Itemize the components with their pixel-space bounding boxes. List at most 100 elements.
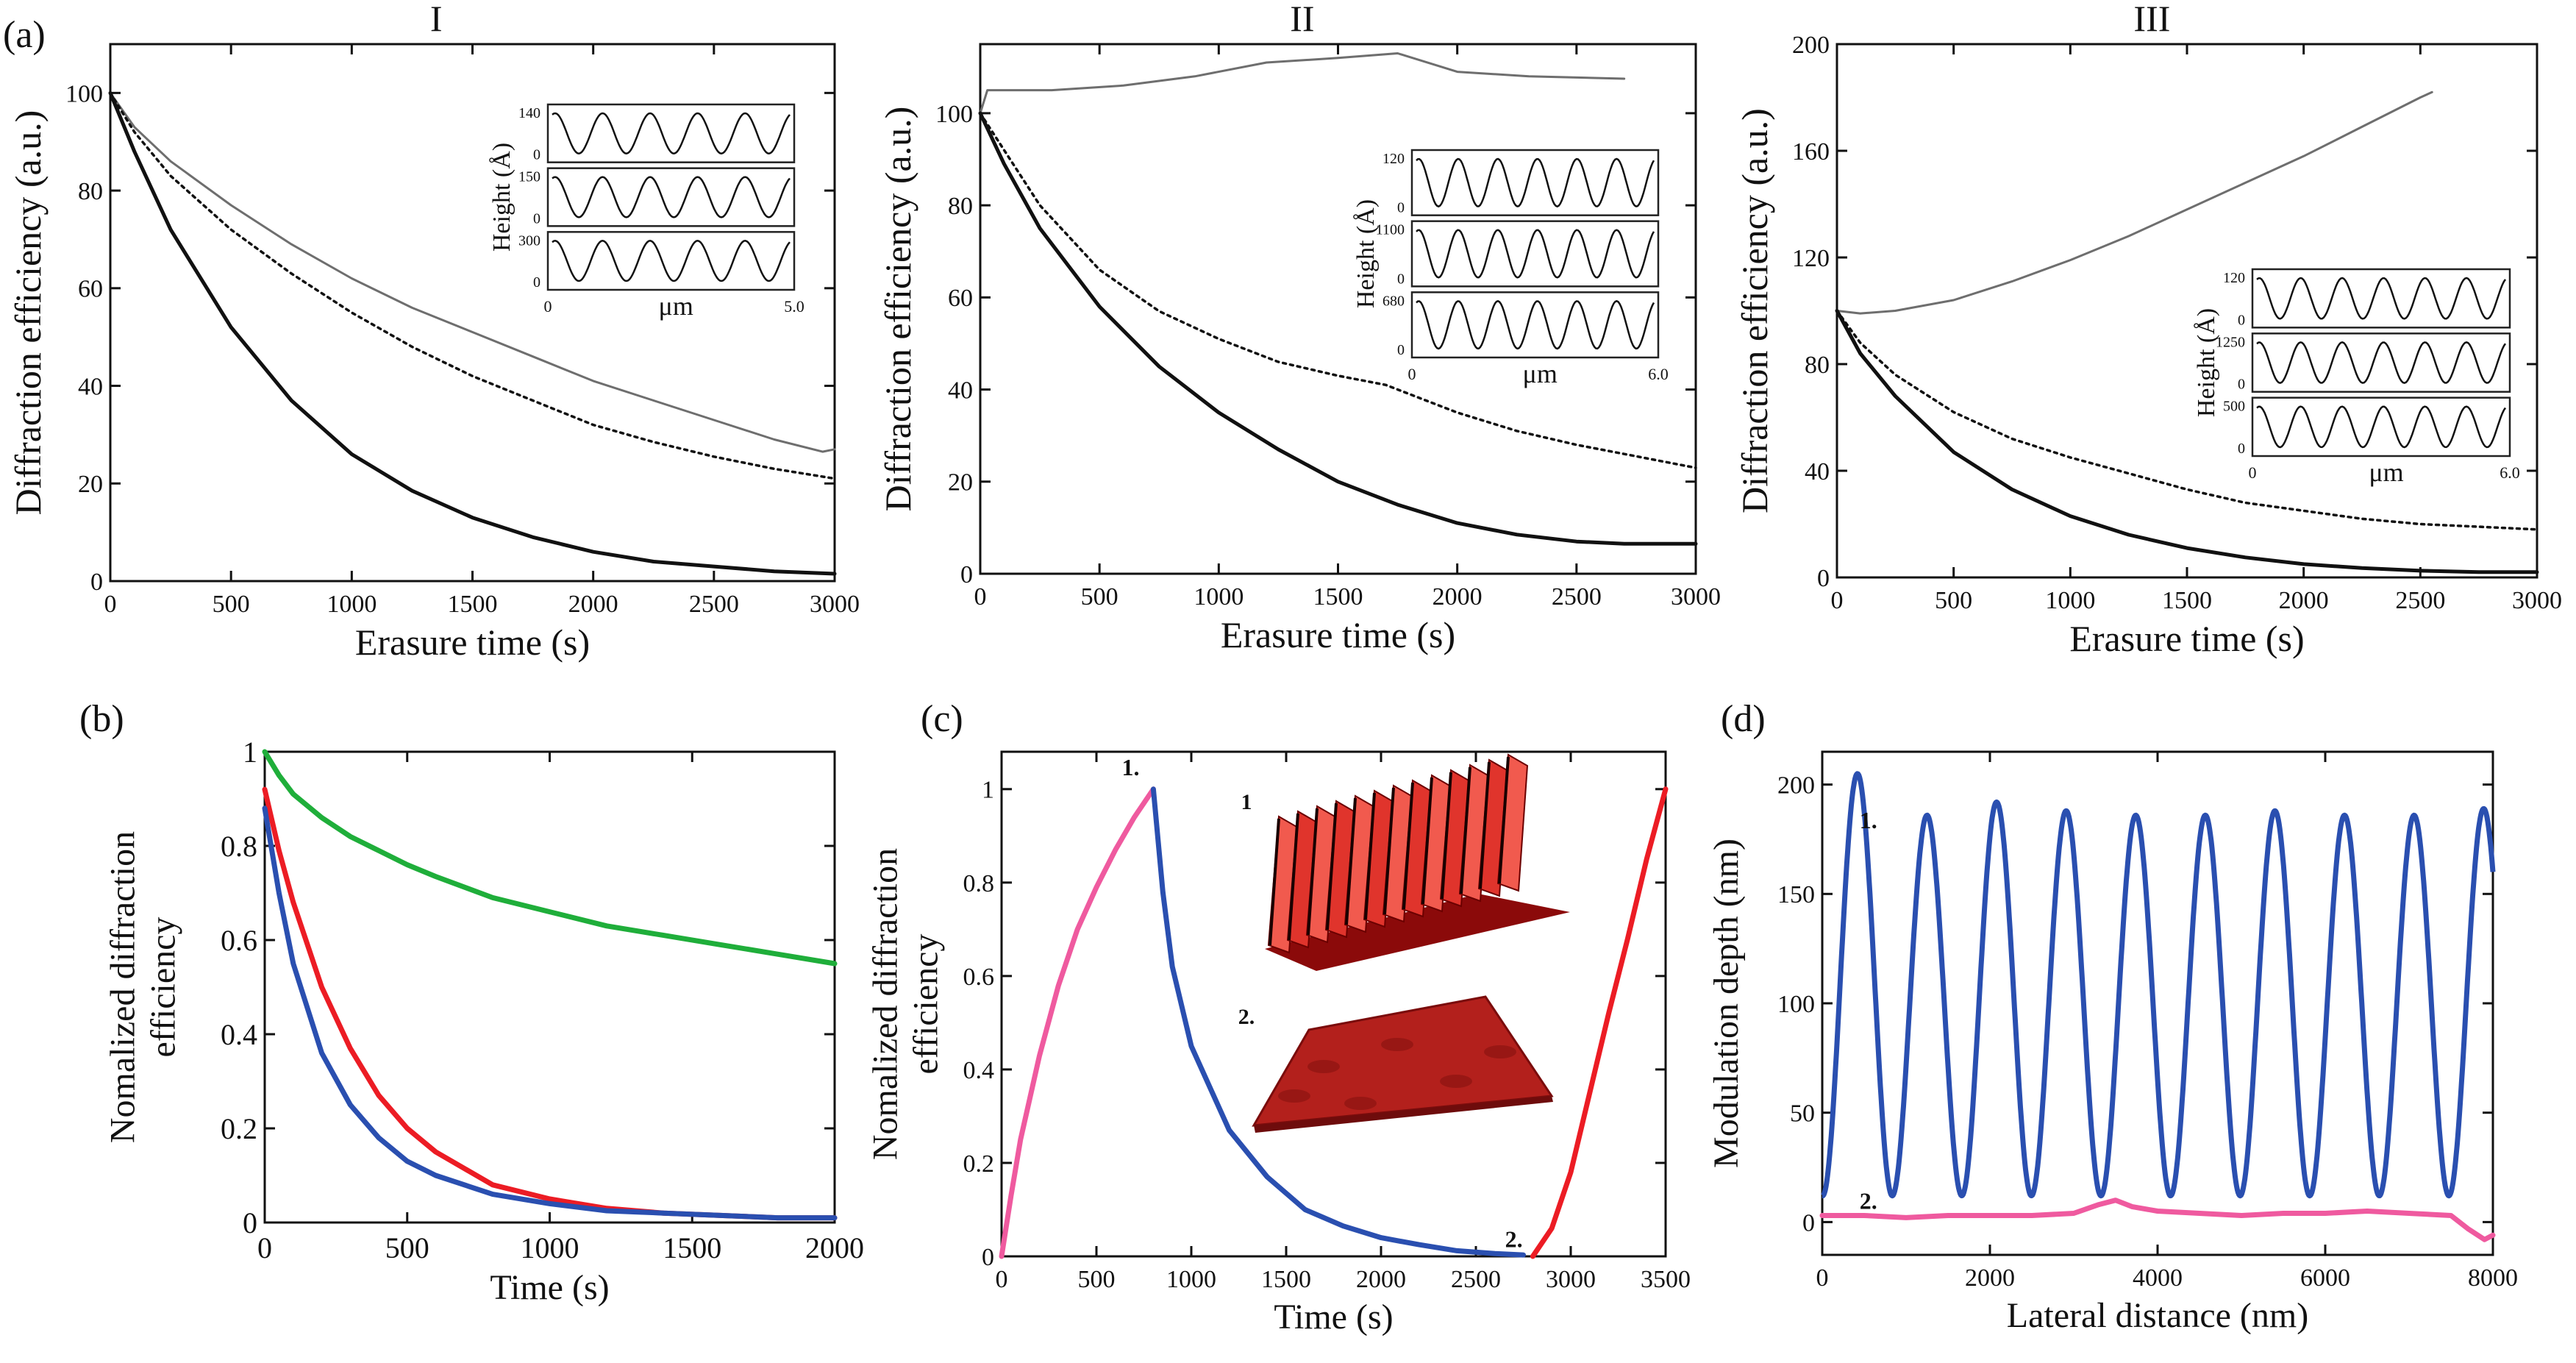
x-tick-label: 0	[974, 583, 987, 611]
series-solid-thin	[979, 52, 1626, 115]
grating-base	[1265, 894, 1570, 971]
inset-a-I-height-top: 140	[518, 105, 540, 121]
grating-shadow	[1383, 787, 1395, 915]
panel-label-c: (c)	[921, 698, 963, 740]
series-red	[262, 786, 838, 1221]
inset-a-III-ylabel: Height (Å)	[2193, 308, 2220, 417]
inset-a-II-profile	[1416, 299, 1655, 350]
inset-a-II-profile	[1416, 157, 1655, 208]
inset-a-I-height-bottom: 0	[533, 210, 540, 227]
x-tick-label: 2500	[1451, 1266, 1501, 1293]
x-axis-label: Erasure time (s)	[355, 622, 590, 663]
x-axis-label: Erasure time (s)	[2069, 618, 2304, 659]
x-tick-label: 500	[385, 1231, 429, 1264]
annotation-1.: 1.	[1860, 807, 1877, 833]
plot-frame	[1000, 750, 1667, 1258]
inset-a-II-xmax: 6.0	[1648, 365, 1669, 383]
x-axis-label: Lateral distance (nm)	[2007, 1296, 2308, 1335]
y-tick-label: 0.2	[963, 1150, 995, 1178]
inset-a-III-xmin: 0	[2249, 463, 2257, 482]
inset-a-III-xlabel: μm	[2369, 458, 2403, 487]
inset-label-1: 1	[1241, 790, 1252, 814]
y-tick-label: 1	[982, 777, 994, 804]
x-tick-label: 3000	[1671, 583, 1721, 611]
inset-a-II-ylabel: Height (Å)	[1352, 199, 1380, 308]
inset-a-I-profile	[552, 176, 791, 218]
chart-c: 0 500 1000 1500 2000 2500 3000 3500 0 0.2 0.4 0.6 0.…	[866, 750, 1691, 1337]
x-tick-label: 500	[213, 591, 250, 618]
grating-shadow	[1498, 756, 1510, 884]
x-tick-label: 1000	[2045, 587, 2095, 614]
y-axis-label: Diffraction efficiency (a.u.)	[877, 107, 918, 512]
x-tick-label: 1500	[2162, 587, 2212, 614]
x-axis-label: Time (s)	[490, 1268, 609, 1307]
y-tick-label: 20	[948, 469, 973, 497]
inset-a-I-height-bottom: 0	[533, 147, 540, 163]
x-tick-label: 1000	[1194, 583, 1244, 611]
grating-shadow	[1345, 797, 1357, 925]
chart-a-II: 0 500 1000 1500 2000 2500 3000 0 20 40 60 80 100 Eras…	[877, 0, 1721, 655]
x-tick-label: 8000	[2468, 1264, 2518, 1292]
x-tick-label: 500	[1935, 587, 1972, 614]
grating-shadow	[1288, 813, 1299, 941]
y-axis-label: Diffraction efficiency (a.u.)	[7, 110, 49, 516]
x-tick-label: 1500	[1313, 583, 1363, 611]
y-tick-label: 0.8	[963, 870, 995, 897]
x-tick-label: 0	[257, 1231, 272, 1264]
y-tick-label: 40	[948, 377, 973, 404]
x-tick-label: 2000	[805, 1231, 864, 1264]
chart-title: I	[430, 0, 443, 39]
chart-title: III	[2133, 0, 2170, 39]
annotation-2.: 2.	[1505, 1225, 1523, 1252]
inset-a-II-height-top: 1100	[1376, 222, 1405, 238]
inset-a-II-xlabel: μm	[1523, 359, 1558, 388]
chart-title: II	[1290, 0, 1314, 39]
series-blue	[262, 805, 838, 1221]
chart-b: 0 500 1000 1500 2000 0 0.2 0.4 0.6 0.8 1 Time (s) No…	[103, 736, 864, 1307]
x-tick-label: 2000	[1433, 583, 1483, 611]
annotation-1.: 1.	[1121, 754, 1139, 780]
series-solid-thick	[1835, 309, 2539, 574]
y-tick-label: 100	[65, 80, 103, 107]
y-tick-label: 0.4	[963, 1057, 995, 1084]
inset-a-II-height-bottom: 0	[1397, 342, 1405, 358]
y-tick-label: 150	[1777, 881, 1815, 908]
y-tick-label: 20	[78, 471, 103, 498]
series-dotted	[109, 91, 836, 480]
inset-a-I-xmax: 5.0	[784, 297, 804, 316]
x-tick-label: 1500	[1261, 1266, 1311, 1293]
y-tick-label: 40	[1805, 458, 1830, 485]
x-tick-label: 500	[1078, 1266, 1116, 1293]
series-1-profile	[1820, 771, 2496, 1199]
y-tick-label: 0.6	[963, 964, 995, 991]
x-tick-label: 1000	[1166, 1266, 1216, 1293]
y-axis-label: Diffraction efficiency (a.u.)	[1734, 108, 1775, 513]
x-tick-label: 1500	[663, 1231, 721, 1264]
x-tick-label: 0	[1816, 1264, 1829, 1292]
surface-texture	[1440, 1075, 1472, 1088]
y-tick-label: 60	[948, 285, 973, 312]
y-tick-label: 80	[78, 178, 103, 205]
inset-a-III-height-bottom: 0	[2238, 312, 2245, 328]
grating-shadow	[1307, 808, 1319, 936]
inset-a-III-profile	[2256, 341, 2507, 385]
inset-a-I-height-top: 150	[518, 169, 540, 185]
y-axis-label: Modulation depth (nm)	[1707, 839, 1746, 1168]
y-tick-label: 80	[948, 193, 973, 220]
inset-a-I-height-top: 300	[518, 232, 540, 249]
y-tick-label: 0.4	[221, 1018, 257, 1051]
y-tick-label: 0.2	[221, 1112, 257, 1145]
inset-a-II-profile	[1416, 229, 1655, 279]
series-2.	[1819, 1197, 2496, 1242]
inset-a-I-profile	[552, 112, 791, 154]
grating-shadow	[1479, 761, 1491, 889]
series-erasure	[1150, 786, 1526, 1258]
x-tick-label: 1000	[327, 591, 377, 618]
inset-a-II-height-top: 120	[1382, 151, 1405, 167]
series-dotted	[979, 112, 1697, 469]
inset-a-III-xmax: 6.0	[2500, 463, 2520, 482]
y-tick-label: 1	[243, 736, 257, 769]
inset-a-I-xlabel: μm	[659, 291, 693, 321]
x-tick-label: 0	[996, 1266, 1008, 1293]
x-axis-label: Time (s)	[1274, 1298, 1393, 1337]
